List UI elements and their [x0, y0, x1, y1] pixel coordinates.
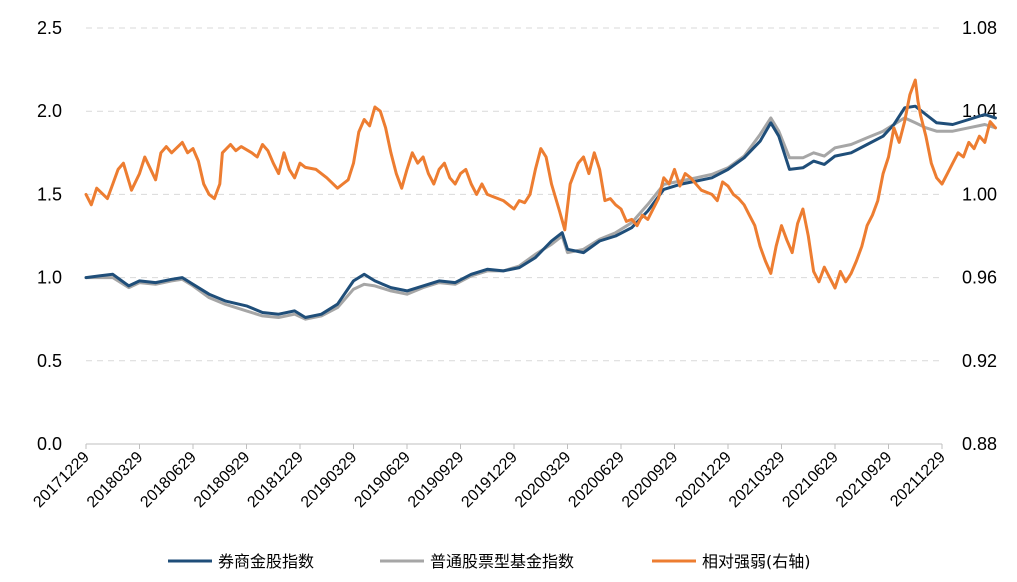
x-tick-label: 20171229 [30, 449, 92, 511]
x-tick-label: 20190329 [298, 449, 360, 511]
x-tick-label: 20180929 [191, 449, 253, 511]
x-tick-label: 20210329 [726, 449, 788, 511]
legend-label: 券商金股指数 [218, 552, 314, 571]
right-axis-ticks: 0.880.920.961.001.041.08 [962, 18, 997, 454]
x-tick-label: 20210629 [779, 449, 841, 511]
series-line-0 [84, 104, 997, 319]
x-tick-label: 20190629 [351, 449, 413, 511]
x-tick-label: 20210929 [833, 449, 895, 511]
left-tick-label: 0.0 [37, 434, 62, 454]
x-tick-label: 20181229 [244, 449, 306, 511]
legend-label: 普通股票型基金指数 [430, 552, 574, 571]
right-tick-label: 0.96 [962, 268, 997, 288]
right-tick-label: 1.00 [962, 184, 997, 204]
x-tick-label: 20200629 [565, 449, 627, 511]
x-tick-label: 20190929 [405, 449, 467, 511]
legend-label: 相对强弱(右轴) [702, 552, 811, 571]
x-tick-label: 20180329 [84, 449, 146, 511]
left-tick-label: 0.5 [37, 351, 62, 371]
right-tick-label: 1.08 [962, 18, 997, 38]
series-line-2 [84, 78, 997, 290]
x-tick-label: 20180629 [137, 449, 199, 511]
right-tick-label: 0.92 [962, 351, 997, 371]
left-tick-label: 2.5 [37, 18, 62, 38]
right-tick-label: 0.88 [962, 434, 997, 454]
series-lines [84, 78, 997, 321]
left-tick-label: 2.0 [37, 101, 62, 121]
x-tick-label: 20211229 [887, 449, 949, 511]
legend: 券商金股指数 普通股票型基金指数 相对强弱(右轴) [168, 552, 811, 571]
x-tick-label: 20201229 [672, 449, 734, 511]
left-tick-label: 1.0 [37, 268, 62, 288]
x-tick-label: 20191229 [458, 449, 520, 511]
x-tick-label: 20200929 [619, 449, 681, 511]
x-tick-label: 20200329 [512, 449, 574, 511]
left-tick-label: 1.5 [37, 184, 62, 204]
x-axis: 2017122920180329201806292018092920181229… [30, 443, 949, 511]
left-axis-ticks: 0.0 0.5 1.0 1.5 2.0 2.5 [37, 18, 62, 454]
